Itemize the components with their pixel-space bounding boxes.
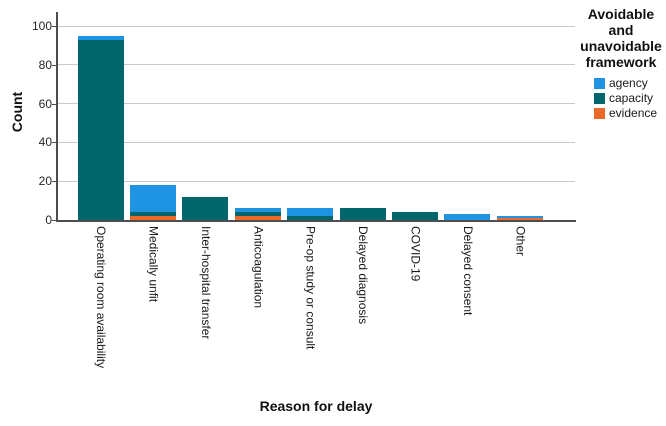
bar-segment-agency [77,35,124,40]
bar-segment-agency [287,208,334,217]
x-axis-line [56,220,576,222]
x-category-label: Anticoagulation [251,226,266,309]
bar-segment-evidence [130,216,176,220]
bar-segment-capacity [392,212,438,220]
y-tick-label: 100 [31,19,52,33]
y-tick-label: 40 [38,135,52,150]
y-tick-label: 60 [38,96,52,111]
legend-swatch-icon [594,92,605,104]
legend-title: Avoidable and unavoidable framework [580,6,662,70]
y-tick-mark [52,181,57,183]
legend-item: agency [594,77,666,89]
bar-segment-agency [234,208,281,213]
legend-item: capacity [594,92,666,104]
x-axis-title: Reason for delay [259,398,373,414]
gridline [58,141,575,143]
bar-segment-capacity [339,208,386,220]
y-tick-label: 0 [45,213,52,227]
y-tick-mark [52,142,57,144]
legend-label: capacity [609,91,654,105]
bar-segment-agency [130,185,176,213]
legend-items: agency capacity evidence [576,77,666,119]
gridline [58,180,575,182]
legend-swatch-icon [594,107,605,119]
y-tick-mark [52,220,57,221]
gridline [58,103,575,105]
x-category-label: Delayed consent [460,226,475,316]
bar-segment-agency [496,216,543,219]
bar-segment-evidence [496,218,543,220]
x-category-label: Operating room availability [94,226,109,369]
x-category-label: COVID-19 [408,226,423,282]
bar-segment-capacity [287,216,334,220]
legend: Avoidable and unavoidable framework agen… [576,6,666,122]
y-tick-label: 20 [38,174,52,189]
y-tick-mark [52,26,57,27]
bar-segment-evidence [234,216,281,220]
legend-label: evidence [609,106,658,120]
legend-label: agency [609,76,648,90]
y-tick-label: 80 [38,57,52,72]
gridline [58,64,575,66]
bar-segment-capacity [182,196,229,220]
x-category-label: Delayed diagnosis [356,226,371,325]
bar-segment-capacity [77,39,124,220]
x-category-label: Inter-hospital transfer [198,226,213,340]
x-category-label: Other [513,226,528,257]
y-tick-mark [52,64,57,66]
bar-segment-capacity [234,212,281,217]
legend-swatch-icon [594,77,605,89]
x-category-label: Pre-op study or consult [303,226,318,350]
bar-segment-agency [444,214,491,220]
y-tick-mark [52,103,57,105]
legend-item: evidence [594,107,666,119]
bar-segment-capacity [130,212,176,217]
y-axis-line [56,12,58,222]
gridline [58,25,575,27]
x-category-label: Medically unfit [146,226,161,303]
